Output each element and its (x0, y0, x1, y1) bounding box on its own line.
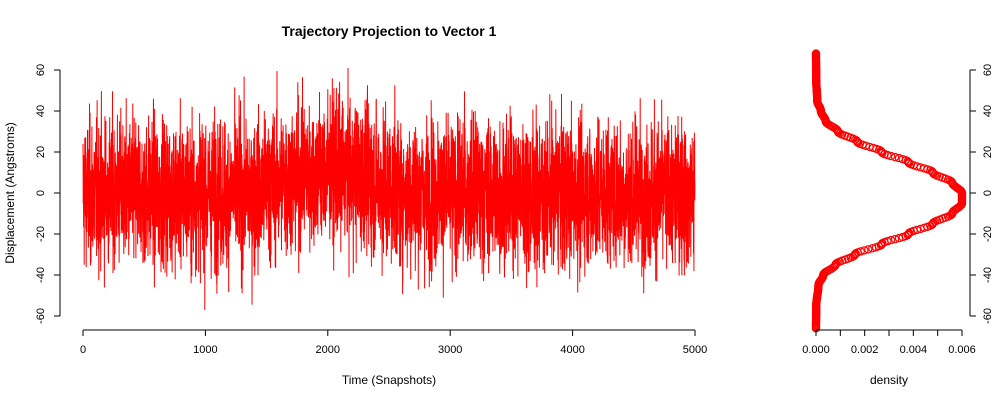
density-x-axis: 0.000 0.002 0.004 0.006 (802, 329, 976, 356)
density-y-tick-label: 60 (982, 64, 994, 76)
density-point (876, 146, 886, 156)
density-y-tick-label: -20 (982, 226, 994, 242)
trajectory-x-tick-label: 2000 (316, 344, 340, 356)
trajectory-y-tick-label: -20 (35, 226, 47, 242)
density-point (811, 49, 821, 58)
trajectory-y-tick-label: 60 (35, 64, 47, 76)
density-x-tick-label: 0.002 (851, 344, 879, 356)
trajectory-x-tick-label: 1000 (193, 344, 217, 356)
density-point (883, 236, 892, 246)
density-point (886, 235, 896, 245)
density-y-tick-label: -60 (982, 308, 994, 324)
trajectory-series-line (82, 67, 696, 310)
trajectory-y-tick-label: 40 (35, 105, 47, 117)
density-plot: -60 -40 -20 0 20 40 60 0.000 0.002 0.004 0.006 de… (802, 49, 994, 387)
density-x-axis-label: density (870, 373, 908, 387)
density-x-tick-label: 0.000 (802, 344, 830, 356)
trajectory-x-axis-label: Time (Snapshots) (342, 373, 436, 387)
trajectory-x-tick-label: 5000 (683, 344, 707, 356)
density-point (861, 141, 871, 150)
density-point (856, 247, 865, 256)
trajectory-y-axis: -60 -40 -20 0 20 40 60 (35, 64, 61, 324)
density-y-tick-label: 40 (982, 105, 994, 117)
chart-title: Trajectory Projection to Vector 1 (282, 23, 497, 39)
density-y-axis: -60 -40 -20 0 20 40 60 (969, 64, 994, 324)
trajectory-line (82, 67, 696, 310)
trajectory-y-tick-label: -40 (35, 267, 47, 283)
density-point (890, 234, 900, 244)
trajectory-x-axis: 0 1000 2000 3000 4000 5000 (80, 329, 707, 356)
density-point (927, 167, 937, 176)
density-point (890, 152, 900, 162)
trajectory-y-tick-label: 0 (35, 190, 47, 196)
trajectory-x-tick-label: 0 (80, 344, 86, 356)
density-series (811, 49, 967, 333)
density-point (860, 246, 869, 255)
trajectory-y-tick-label: 20 (35, 146, 47, 158)
trajectory-x-tick-label: 3000 (438, 344, 462, 356)
density-y-tick-label: -40 (982, 267, 994, 283)
density-point (894, 153, 904, 163)
density-y-tick-label: 0 (982, 190, 994, 196)
density-y-tick-label: 20 (982, 146, 994, 158)
density-x-tick-label: 0.004 (900, 344, 928, 356)
density-point (864, 245, 873, 254)
trajectory-y-tick-label: -60 (35, 308, 47, 324)
density-point (898, 154, 907, 164)
density-x-tick-label: 0.006 (948, 344, 976, 356)
trajectory-plot: -60 -40 -20 0 20 40 60 0 1000 2000 3000 4000 5000 T… (3, 64, 707, 387)
trajectory-y-axis-label: Displacement (Angstroms) (3, 122, 17, 263)
density-point (904, 228, 914, 238)
trajectory-x-tick-label: 4000 (560, 344, 584, 356)
